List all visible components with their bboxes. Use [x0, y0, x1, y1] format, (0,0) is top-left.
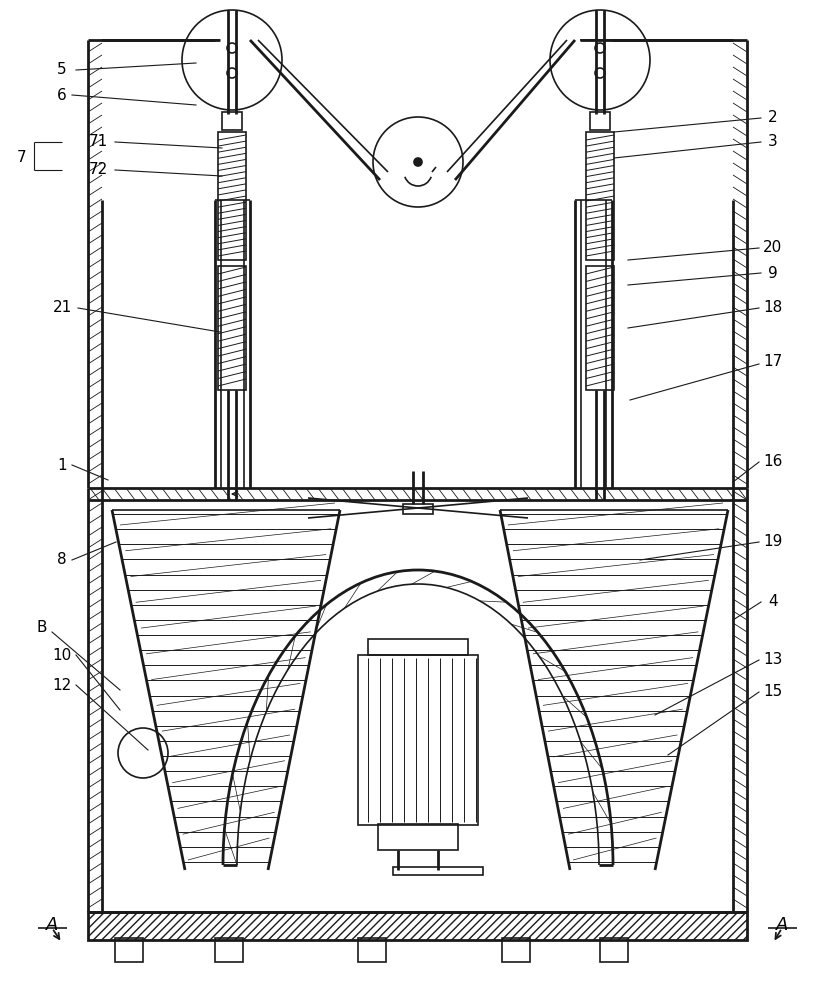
Text: 10: 10 [53, 648, 72, 662]
Text: 21: 21 [53, 300, 72, 316]
Text: 72: 72 [89, 162, 108, 178]
Text: 2: 2 [768, 110, 778, 125]
Bar [222, 112, 242, 130]
Text: 71: 71 [89, 134, 108, 149]
Text: 15: 15 [763, 684, 782, 700]
Bar [358, 655, 478, 825]
Bar [393, 867, 483, 875]
Text: 13: 13 [763, 652, 782, 668]
Bar [403, 504, 433, 514]
Circle shape [414, 158, 422, 166]
Text: 9: 9 [768, 265, 778, 280]
Text: 17: 17 [763, 355, 782, 369]
Text: 18: 18 [763, 300, 782, 316]
Bar [590, 112, 610, 130]
Text: 16: 16 [763, 454, 782, 470]
Text: 8: 8 [57, 552, 67, 568]
Text: 1: 1 [57, 458, 67, 473]
Bar [368, 639, 468, 655]
Text: 7: 7 [18, 149, 27, 164]
Text: A: A [46, 916, 58, 934]
Bar [218, 266, 246, 390]
Bar [586, 132, 614, 260]
Text: A: A [776, 916, 788, 934]
Text: 12: 12 [53, 678, 72, 692]
Bar [586, 266, 614, 390]
Bar [218, 132, 246, 260]
Text: 4: 4 [768, 594, 778, 609]
Bar [502, 938, 530, 962]
Bar [358, 938, 386, 962]
Text: 19: 19 [763, 534, 782, 550]
Bar [600, 938, 628, 962]
Text: 20: 20 [763, 240, 782, 255]
Bar [88, 912, 747, 940]
Text: 3: 3 [768, 134, 778, 149]
Text: 5: 5 [57, 62, 67, 78]
Text: 6: 6 [57, 88, 67, 103]
Bar [115, 938, 143, 962]
Text: B: B [37, 620, 48, 636]
Bar [215, 938, 243, 962]
Bar [378, 824, 458, 850]
